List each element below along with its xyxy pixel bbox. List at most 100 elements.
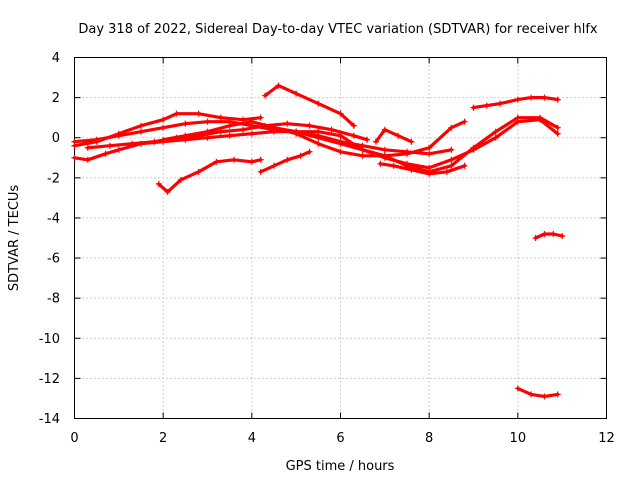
data-point-marker <box>160 124 167 131</box>
data-point-marker <box>315 128 322 135</box>
data-point-marker <box>257 156 264 163</box>
data-point-marker <box>554 124 561 131</box>
data-point-marker <box>182 120 189 127</box>
data-point-marker <box>470 104 477 111</box>
data-point-marker <box>275 82 282 89</box>
data-point-marker <box>151 138 158 145</box>
data-point-marker <box>514 114 521 121</box>
data-point-marker <box>448 146 455 153</box>
data-point-marker <box>359 152 366 159</box>
data-point-marker <box>337 132 344 139</box>
data-point-marker <box>395 132 402 139</box>
data-point-marker <box>328 126 335 133</box>
data-point-marker <box>129 140 136 147</box>
x-tick-label: 6 <box>336 431 344 446</box>
data-point-marker <box>461 118 468 125</box>
data-point-marker <box>550 230 557 237</box>
data-point-marker <box>293 130 300 137</box>
data-point-marker <box>492 128 499 135</box>
data-point-marker <box>106 142 113 149</box>
series-track-7 <box>262 82 357 129</box>
series-track-12 <box>470 94 561 111</box>
data-point-marker <box>84 144 91 151</box>
data-point-marker <box>381 146 388 153</box>
data-point-marker <box>155 180 162 187</box>
series-track-6 <box>257 148 313 175</box>
data-point-marker <box>470 144 477 151</box>
series-track-5 <box>155 156 264 195</box>
series-line <box>259 150 312 174</box>
data-point-marker <box>284 120 291 127</box>
data-point-marker <box>164 188 171 195</box>
data-point-marker <box>115 130 122 137</box>
data-point-marker <box>408 166 415 173</box>
data-point-marker <box>315 100 322 107</box>
data-point-marker <box>257 114 264 121</box>
x-tick-label: 8 <box>425 431 433 446</box>
data-point-marker <box>306 122 313 129</box>
data-point-marker <box>426 144 433 151</box>
series-track-11 <box>372 126 415 145</box>
data-point-marker <box>426 150 433 157</box>
data-point-marker <box>239 126 246 133</box>
data-point-marker <box>541 230 548 237</box>
data-point-marker <box>102 150 109 157</box>
data-point-marker <box>461 162 468 169</box>
y-tick-label: -10 <box>39 332 60 347</box>
data-point-marker <box>483 102 490 109</box>
series-track-13 <box>532 230 566 241</box>
data-point-marker <box>297 152 304 159</box>
series-track-4 <box>84 120 371 151</box>
data-point-marker <box>138 122 144 129</box>
series-line <box>157 158 263 194</box>
chart-title: Day 318 of 2022, Sidereal Day-to-day VTE… <box>78 22 598 37</box>
y-axis-label: SDTVAR / TECUs <box>7 185 22 292</box>
data-point-marker <box>84 156 91 163</box>
data-point-marker <box>377 160 384 167</box>
data-point-marker <box>448 162 455 169</box>
data-point-marker <box>160 116 167 123</box>
data-point-marker <box>204 118 211 125</box>
y-tick-label: 2 <box>52 91 60 106</box>
series-line <box>374 128 413 144</box>
data-point-marker <box>443 168 450 175</box>
series-track-10 <box>377 160 468 177</box>
series-line <box>533 232 564 240</box>
data-point-marker <box>350 122 357 129</box>
x-axis-label: GPS time / hours <box>286 459 395 474</box>
data-point-marker <box>448 156 455 163</box>
y-tick-label: 0 <box>52 131 60 146</box>
data-point-marker <box>262 92 269 99</box>
data-point-marker <box>195 168 202 175</box>
x-tick-label: 12 <box>598 431 615 446</box>
data-point-marker <box>390 162 397 169</box>
data-point-marker <box>195 110 202 117</box>
data-point-marker <box>514 385 521 392</box>
series-line <box>72 112 263 148</box>
y-tick-label: 4 <box>52 51 60 66</box>
data-point-marker <box>182 132 189 139</box>
data-point-marker <box>93 138 100 145</box>
data-point-marker <box>559 232 566 239</box>
tick-layer: 0 2 4 6 8 10 12 4 2 0 -2 -4 -6 -8 -10 -12 -14 <box>39 51 615 446</box>
data-point-marker <box>381 152 388 159</box>
data-point-marker <box>492 134 499 141</box>
data-point-marker <box>554 96 561 103</box>
data-point-marker <box>248 130 255 137</box>
data-point-marker <box>337 110 344 117</box>
series-line <box>516 386 560 398</box>
data-point-marker <box>217 114 224 121</box>
data-point-marker <box>537 114 543 121</box>
y-tick-label: -4 <box>47 211 60 226</box>
x-tick-label: 2 <box>159 431 167 446</box>
data-point-marker <box>115 146 122 153</box>
data-point-marker <box>315 140 322 147</box>
data-point-marker <box>528 94 535 101</box>
data-point-marker <box>554 391 561 398</box>
data-point-marker <box>381 126 388 133</box>
data-point-marker <box>541 94 548 101</box>
data-point-marker <box>293 90 300 97</box>
data-point-marker <box>359 146 366 153</box>
data-point-marker <box>204 128 211 135</box>
